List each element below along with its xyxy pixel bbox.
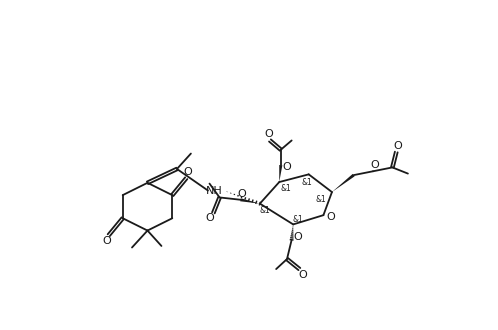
Polygon shape bbox=[332, 174, 355, 192]
Text: O: O bbox=[205, 213, 214, 223]
Text: O: O bbox=[183, 167, 192, 177]
Text: &1: &1 bbox=[292, 214, 303, 223]
Text: &1: &1 bbox=[302, 178, 313, 186]
Text: &1: &1 bbox=[259, 206, 270, 215]
Polygon shape bbox=[279, 165, 282, 182]
Text: O: O bbox=[283, 162, 291, 172]
Text: O: O bbox=[298, 270, 307, 280]
Polygon shape bbox=[240, 198, 260, 204]
Text: O: O bbox=[393, 141, 402, 151]
Text: NH: NH bbox=[206, 186, 223, 196]
Text: &1: &1 bbox=[280, 184, 291, 193]
Text: O: O bbox=[293, 233, 302, 243]
Text: O: O bbox=[238, 189, 247, 199]
Text: &1: &1 bbox=[316, 195, 327, 204]
Text: O: O bbox=[264, 129, 273, 139]
Text: O: O bbox=[103, 236, 112, 246]
Text: O: O bbox=[326, 212, 335, 222]
Text: O: O bbox=[370, 160, 379, 170]
